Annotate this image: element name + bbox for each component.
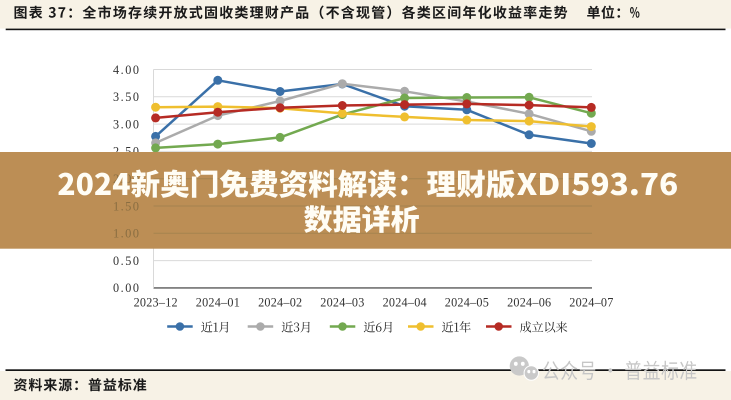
svg-text:4.00: 4.00: [113, 63, 139, 77]
svg-text:2024–04: 2024–04: [383, 296, 427, 310]
svg-text:1.50: 1.50: [113, 199, 139, 213]
svg-text:1.00: 1.00: [113, 227, 139, 241]
svg-text:2024–03: 2024–03: [320, 296, 364, 310]
svg-text:0.50: 0.50: [113, 254, 139, 268]
svg-text:2024–06: 2024–06: [507, 296, 551, 310]
svg-text:2024–07: 2024–07: [569, 296, 613, 310]
svg-text:2024–01: 2024–01: [196, 296, 240, 310]
svg-text:2024–05: 2024–05: [445, 296, 489, 310]
svg-text:2023–12: 2023–12: [134, 296, 178, 310]
svg-text:3.50: 3.50: [113, 90, 139, 104]
svg-text:0.00: 0.00: [113, 281, 139, 295]
svg-text:3.00: 3.00: [113, 117, 139, 131]
svg-text:2024–02: 2024–02: [258, 296, 302, 310]
